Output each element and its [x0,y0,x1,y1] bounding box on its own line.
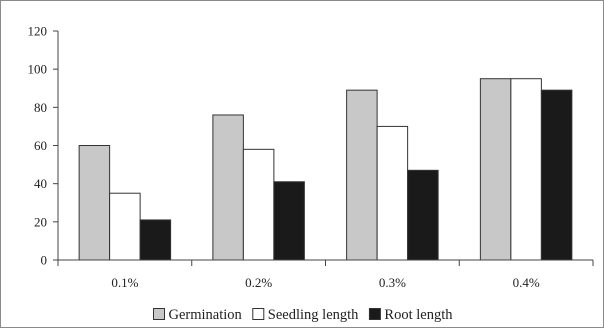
y-tick-label: 60 [34,138,47,153]
x-tick-label: 0.2% [245,275,272,290]
bar-root-length-2 [273,181,305,261]
legend-label-germination: Germination [169,307,243,323]
legend-label-root-length: Root length [384,307,453,323]
bar-seedling-length-1 [109,192,141,261]
legend-swatch-root-length [368,308,381,320]
y-axis-ticks: 0 20 40 60 80 100 120 [28,24,58,268]
y-tick-label: 0 [41,253,48,268]
bar-root-length-1 [139,219,172,261]
y-tick-label: 120 [28,24,48,39]
legend: Germination Seedling length Root length [153,307,453,323]
bar-germination-4 [479,78,512,261]
y-tick-label: 20 [34,214,47,229]
x-tick-label: 0.3% [379,275,406,290]
legend-swatch-germination [153,308,165,320]
legend-swatch-seedling-length [252,308,265,320]
bars [78,78,573,261]
x-axis-ticks: 0.1% 0.2% 0.3% 0.4% [57,260,594,290]
bar-seedling-length-4 [510,78,542,261]
y-tick-label: 100 [28,62,48,77]
bar-seedling-length-3 [376,125,409,261]
bar-germination-1 [78,145,111,261]
bar-germination-2 [212,114,244,261]
y-tick-label: 40 [34,176,47,191]
bar-root-length-3 [407,169,439,261]
x-tick-label: 0.4% [513,275,540,290]
y-tick-label: 80 [34,100,47,115]
bar-root-length-4 [540,89,573,261]
legend-label-seedling-length: Seedling length [268,307,359,323]
bar-seedling-length-2 [242,148,275,261]
bar-germination-3 [346,89,378,261]
x-tick-label: 0.1% [111,275,138,290]
